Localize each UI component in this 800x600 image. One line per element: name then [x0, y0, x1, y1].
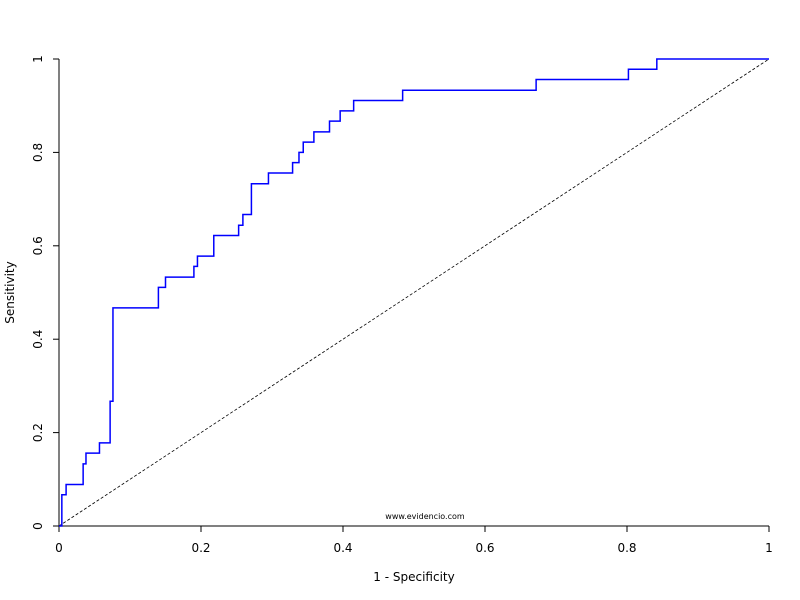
- axes: [58, 59, 769, 527]
- y-tick-label: 0.2: [31, 423, 45, 442]
- y-tick-label: 0.4: [31, 330, 45, 349]
- x-tick-label: 0: [55, 541, 63, 555]
- y-ticks: 0 0.2 0.4 0.6 0.8 1: [31, 55, 59, 530]
- reference-diagonal-line: [58, 58, 770, 527]
- watermark-text: www.evidencio.com: [385, 512, 465, 521]
- y-tick-label: 0.8: [31, 143, 45, 162]
- x-tick-label: 1: [765, 541, 773, 555]
- x-axis-title: 1 - Specificity: [373, 570, 454, 584]
- y-tick-label: 1: [31, 55, 45, 63]
- x-ticks: 0 0.2 0.4 0.6 0.8 1: [55, 526, 773, 555]
- y-tick-label: 0: [31, 522, 45, 530]
- x-tick-label: 0.6: [475, 541, 494, 555]
- x-tick-label: 0.2: [191, 541, 210, 555]
- roc-curve: [59, 58, 769, 527]
- y-axis-title: Sensitivity: [3, 261, 17, 323]
- y-tick-label: 0.6: [31, 236, 45, 255]
- x-tick-label: 0.4: [333, 541, 352, 555]
- x-tick-label: 0.8: [617, 541, 636, 555]
